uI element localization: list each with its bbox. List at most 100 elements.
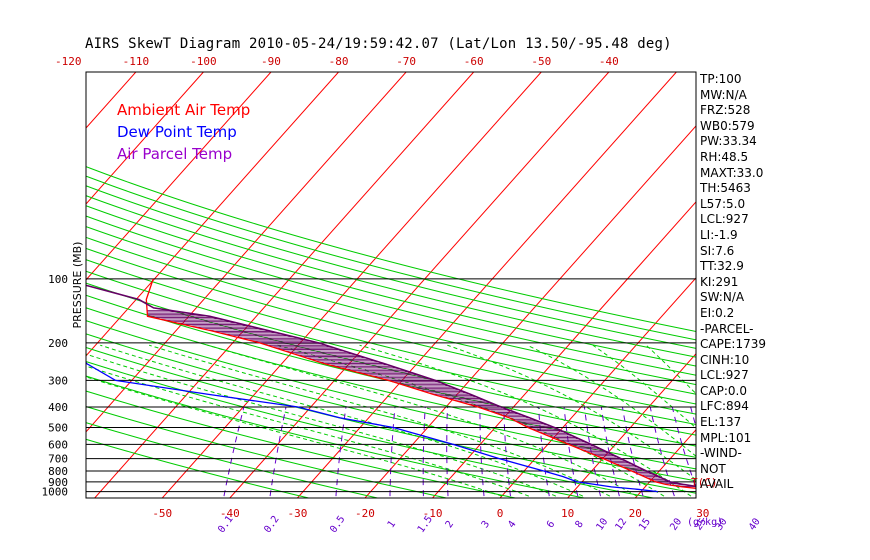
- stat-cap: CAP:0.0: [700, 383, 747, 398]
- moist-adiabat: [100, 344, 584, 497]
- moist-adiabat: [592, 344, 696, 429]
- stat-si: SI:7.6: [700, 243, 735, 258]
- dry-adiabat: [86, 422, 378, 498]
- pressure-tick-label: 700: [48, 453, 68, 466]
- profile-lines: [86, 278, 696, 493]
- bottom-temp-tick-label: 10: [561, 507, 574, 520]
- mixing-ratio-line: [479, 406, 485, 497]
- dry-adiabat: [86, 390, 516, 498]
- stat-cape: CAPE:1739: [700, 337, 766, 352]
- mixing-ratio-line: [503, 406, 511, 497]
- stat-parcel-header: -PARCEL-: [700, 321, 754, 336]
- legend-ambient-air-temp: Ambient Air Temp: [117, 101, 251, 119]
- isotherm-line: [499, 277, 696, 498]
- isotherm-line: [86, 72, 272, 281]
- stat-rh: RH:48.5: [700, 149, 749, 164]
- dry-adiabat: [86, 226, 696, 386]
- pressure-tick-label: 600: [48, 438, 68, 451]
- isotherm-line: [364, 125, 696, 498]
- mixing-ratio-tick-label: 0.5: [328, 514, 347, 535]
- mixing-ratio-line: [335, 406, 347, 497]
- cape-hatching: [147, 310, 696, 489]
- dry-adiabat: [86, 247, 696, 405]
- isotherm-line: [297, 72, 677, 498]
- bottom-temp-tick-label: 20: [629, 507, 642, 520]
- pressure-tick-label: 900: [48, 476, 68, 489]
- dry-adiabat: [86, 282, 696, 436]
- mixing-ratio-line: [446, 406, 449, 497]
- isotherm-line: [229, 72, 610, 498]
- isotherm-line: [0, 72, 1, 498]
- mixing-ratio-line: [649, 406, 675, 497]
- top-temp-tick-label: -70: [396, 55, 416, 68]
- top-temp-tick-label: -90: [261, 55, 281, 68]
- dry-adiabat: [86, 175, 696, 341]
- stat-th: TH:5463: [700, 181, 751, 196]
- stat-li: LI:-1.9: [700, 227, 738, 242]
- stat-sw: SW:N/A: [700, 290, 745, 305]
- moist-adiabat: [86, 353, 556, 497]
- stat-tt: TT:32.9: [700, 259, 744, 274]
- bottom-temp-tick-label: 0: [497, 507, 504, 520]
- pressure-tick-label: 300: [48, 374, 68, 387]
- dry-adiabat: [86, 406, 447, 498]
- mixing-ratio-line: [671, 406, 696, 489]
- dry-adiabat: [86, 166, 696, 332]
- pressure-tick-label: 500: [48, 422, 68, 435]
- stat-wind-header: -WIND-: [700, 446, 742, 461]
- top-temp-tick-label: -80: [329, 55, 349, 68]
- mixing-ratio-tick-label: 6: [545, 519, 557, 530]
- mixing-ratio-unit-label: (g/kg): [687, 517, 723, 528]
- mixing-ratio-line: [223, 406, 245, 497]
- bottom-temp-tick-label: -10: [423, 507, 443, 520]
- bottom-temp-tick-label: -40: [220, 507, 240, 520]
- stat-tp: TP:100: [700, 72, 742, 86]
- mixing-ratio-line: [389, 406, 396, 497]
- dry-adiabat: [86, 205, 696, 367]
- top-temp-tick-label: -60: [464, 55, 484, 68]
- mixing-ratio-tick-label: 10: [594, 516, 610, 532]
- mixing-ratio-line: [563, 406, 579, 497]
- stat-maxt: MAXT:33.0: [700, 165, 764, 180]
- dry-adiabat: [86, 195, 696, 358]
- plot-frame: [85, 71, 697, 499]
- moist-adiabat: [527, 344, 696, 457]
- dry-adiabat: [86, 236, 696, 395]
- pressure-tick-label: 200: [48, 337, 68, 350]
- stat-pw: PW:33.34: [700, 134, 757, 149]
- isotherm-line: [432, 201, 696, 498]
- stats-panel: TP:100 MW:N/A FRZ:528 WB0:579 PW:33.34 R…: [700, 72, 865, 493]
- legend-air-parcel-temp: Air Parcel Temp: [117, 145, 233, 163]
- mixing-ratio-tick-label: 4: [506, 519, 518, 530]
- stat-wb0: WB0:579: [700, 118, 755, 133]
- stat-mpl: MPL:101: [700, 430, 752, 445]
- dry-adiabat: [86, 185, 696, 349]
- stat-frz: FRZ:528: [700, 103, 751, 118]
- isotherm-line: [86, 72, 204, 205]
- pressure-tick-label: 400: [48, 401, 68, 414]
- dry-adiabat: [86, 294, 696, 447]
- mixing-ratio-tick-label: 1: [386, 519, 398, 530]
- pressure-axis-label: PRESSURE (MB): [71, 242, 84, 329]
- dry-adiabat: [86, 270, 696, 425]
- mixing-ratio-tick-label: 0.2: [262, 514, 281, 535]
- pressure-tick-label: 100: [48, 273, 68, 286]
- mixing-ratio-tick-label: 20: [668, 516, 684, 532]
- top-temp-tick-label: -40: [599, 55, 619, 68]
- stat-wind-not: NOT: [700, 461, 726, 476]
- temp-unit-label: T(C): [691, 476, 718, 489]
- stat-lcl: LCL:927: [700, 212, 749, 227]
- stat-mw: MW:N/A: [700, 87, 747, 102]
- dry-adiabat: [86, 259, 696, 415]
- legend-dew-point-temp: Dew Point Temp: [117, 123, 237, 141]
- bottom-temp-tick-label: -50: [152, 507, 172, 520]
- top-temp-tick-label: -50: [531, 55, 551, 68]
- stat-el: EL:137: [700, 415, 742, 430]
- dry-adiabat: [86, 375, 585, 498]
- dry-adiabat: [86, 346, 696, 494]
- mixing-ratio-tick-label: 40: [747, 516, 763, 532]
- mixing-ratio-tick-label: 2: [444, 519, 456, 530]
- air-parcel-temp-line: [86, 284, 696, 488]
